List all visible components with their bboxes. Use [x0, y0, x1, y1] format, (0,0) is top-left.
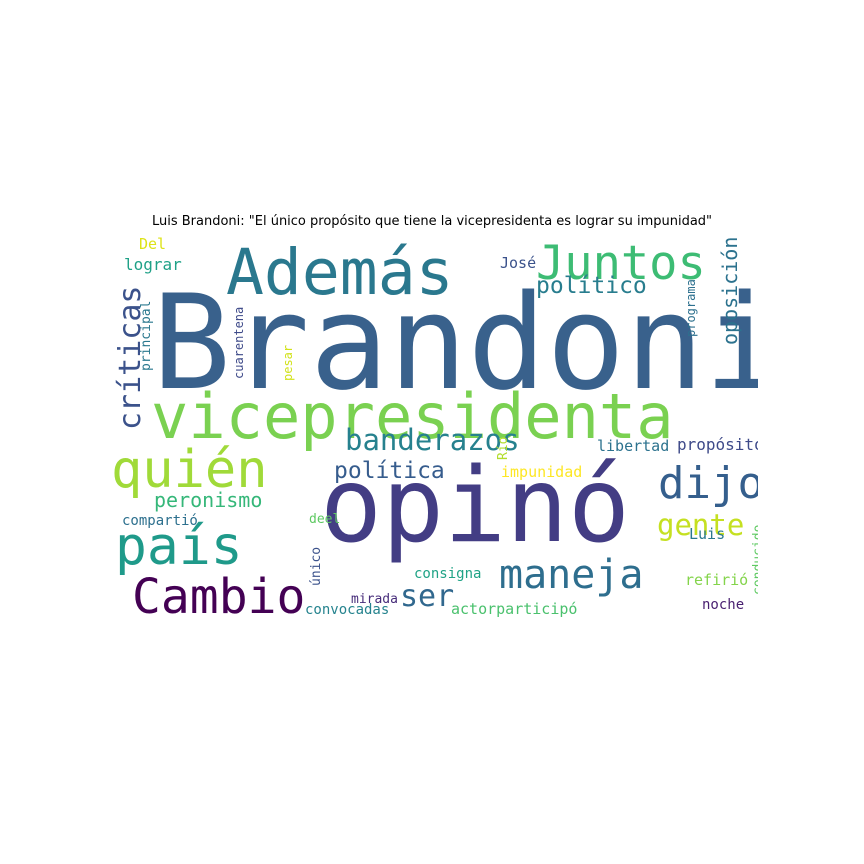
word-gente: gente: [657, 508, 745, 542]
word-lograr: lograr: [124, 255, 182, 274]
word-ser: ser: [400, 579, 455, 614]
word-compartio: compartió: [122, 513, 198, 529]
word-luis: Luis: [689, 525, 726, 543]
word-noche: noche: [702, 597, 745, 613]
word-unico: único: [309, 546, 324, 586]
word-brandoni: Brandoni: [152, 266, 758, 419]
word-actorparticipo: actorparticipó: [451, 600, 578, 618]
word-programa: programa: [684, 279, 698, 337]
word-mirada: mirada: [351, 592, 398, 607]
word-oposicion: oposición: [718, 237, 742, 345]
word-cambio: Cambio: [132, 569, 306, 625]
word-politico: político: [536, 273, 647, 299]
word-pais: país: [115, 516, 243, 577]
word-dijo: dijo: [658, 458, 758, 509]
word-conducido: conducido: [751, 524, 758, 595]
word-quien: quién: [111, 440, 268, 500]
word-proposito: propósito: [677, 435, 758, 454]
word-refirio: refirió: [685, 571, 749, 589]
word-banderazos: banderazos: [345, 423, 520, 457]
word-consigna: consigna: [414, 566, 482, 582]
word-principal: principal: [139, 300, 154, 371]
word-cloud: Brandoni opinó vicepresidenta Además quién pa…: [108, 237, 758, 627]
word-pesar: pesar: [281, 344, 295, 381]
word-del: Del: [139, 237, 167, 253]
word-opino: opinó: [320, 446, 631, 566]
word-convocadas: convocadas: [305, 602, 390, 618]
word-politica: política: [334, 458, 445, 484]
word-cuarentena: cuarentena: [232, 306, 246, 379]
word-ademas: Además: [226, 237, 454, 309]
word-libertad: libertad: [597, 437, 670, 455]
word-jose: José: [500, 254, 537, 272]
word-juntos: Juntos: [536, 237, 706, 291]
word-rio: Río: [496, 436, 511, 460]
word-vicepresidenta: vicepresidenta: [151, 380, 674, 453]
word-peronismo: peronismo: [154, 488, 263, 512]
word-maneja: maneja: [499, 552, 644, 598]
word-deel: deel: [309, 512, 341, 527]
figure-title: Luis Brandoni: "El único propósito que t…: [151, 214, 713, 229]
word-impunidad: impunidad: [501, 463, 583, 481]
